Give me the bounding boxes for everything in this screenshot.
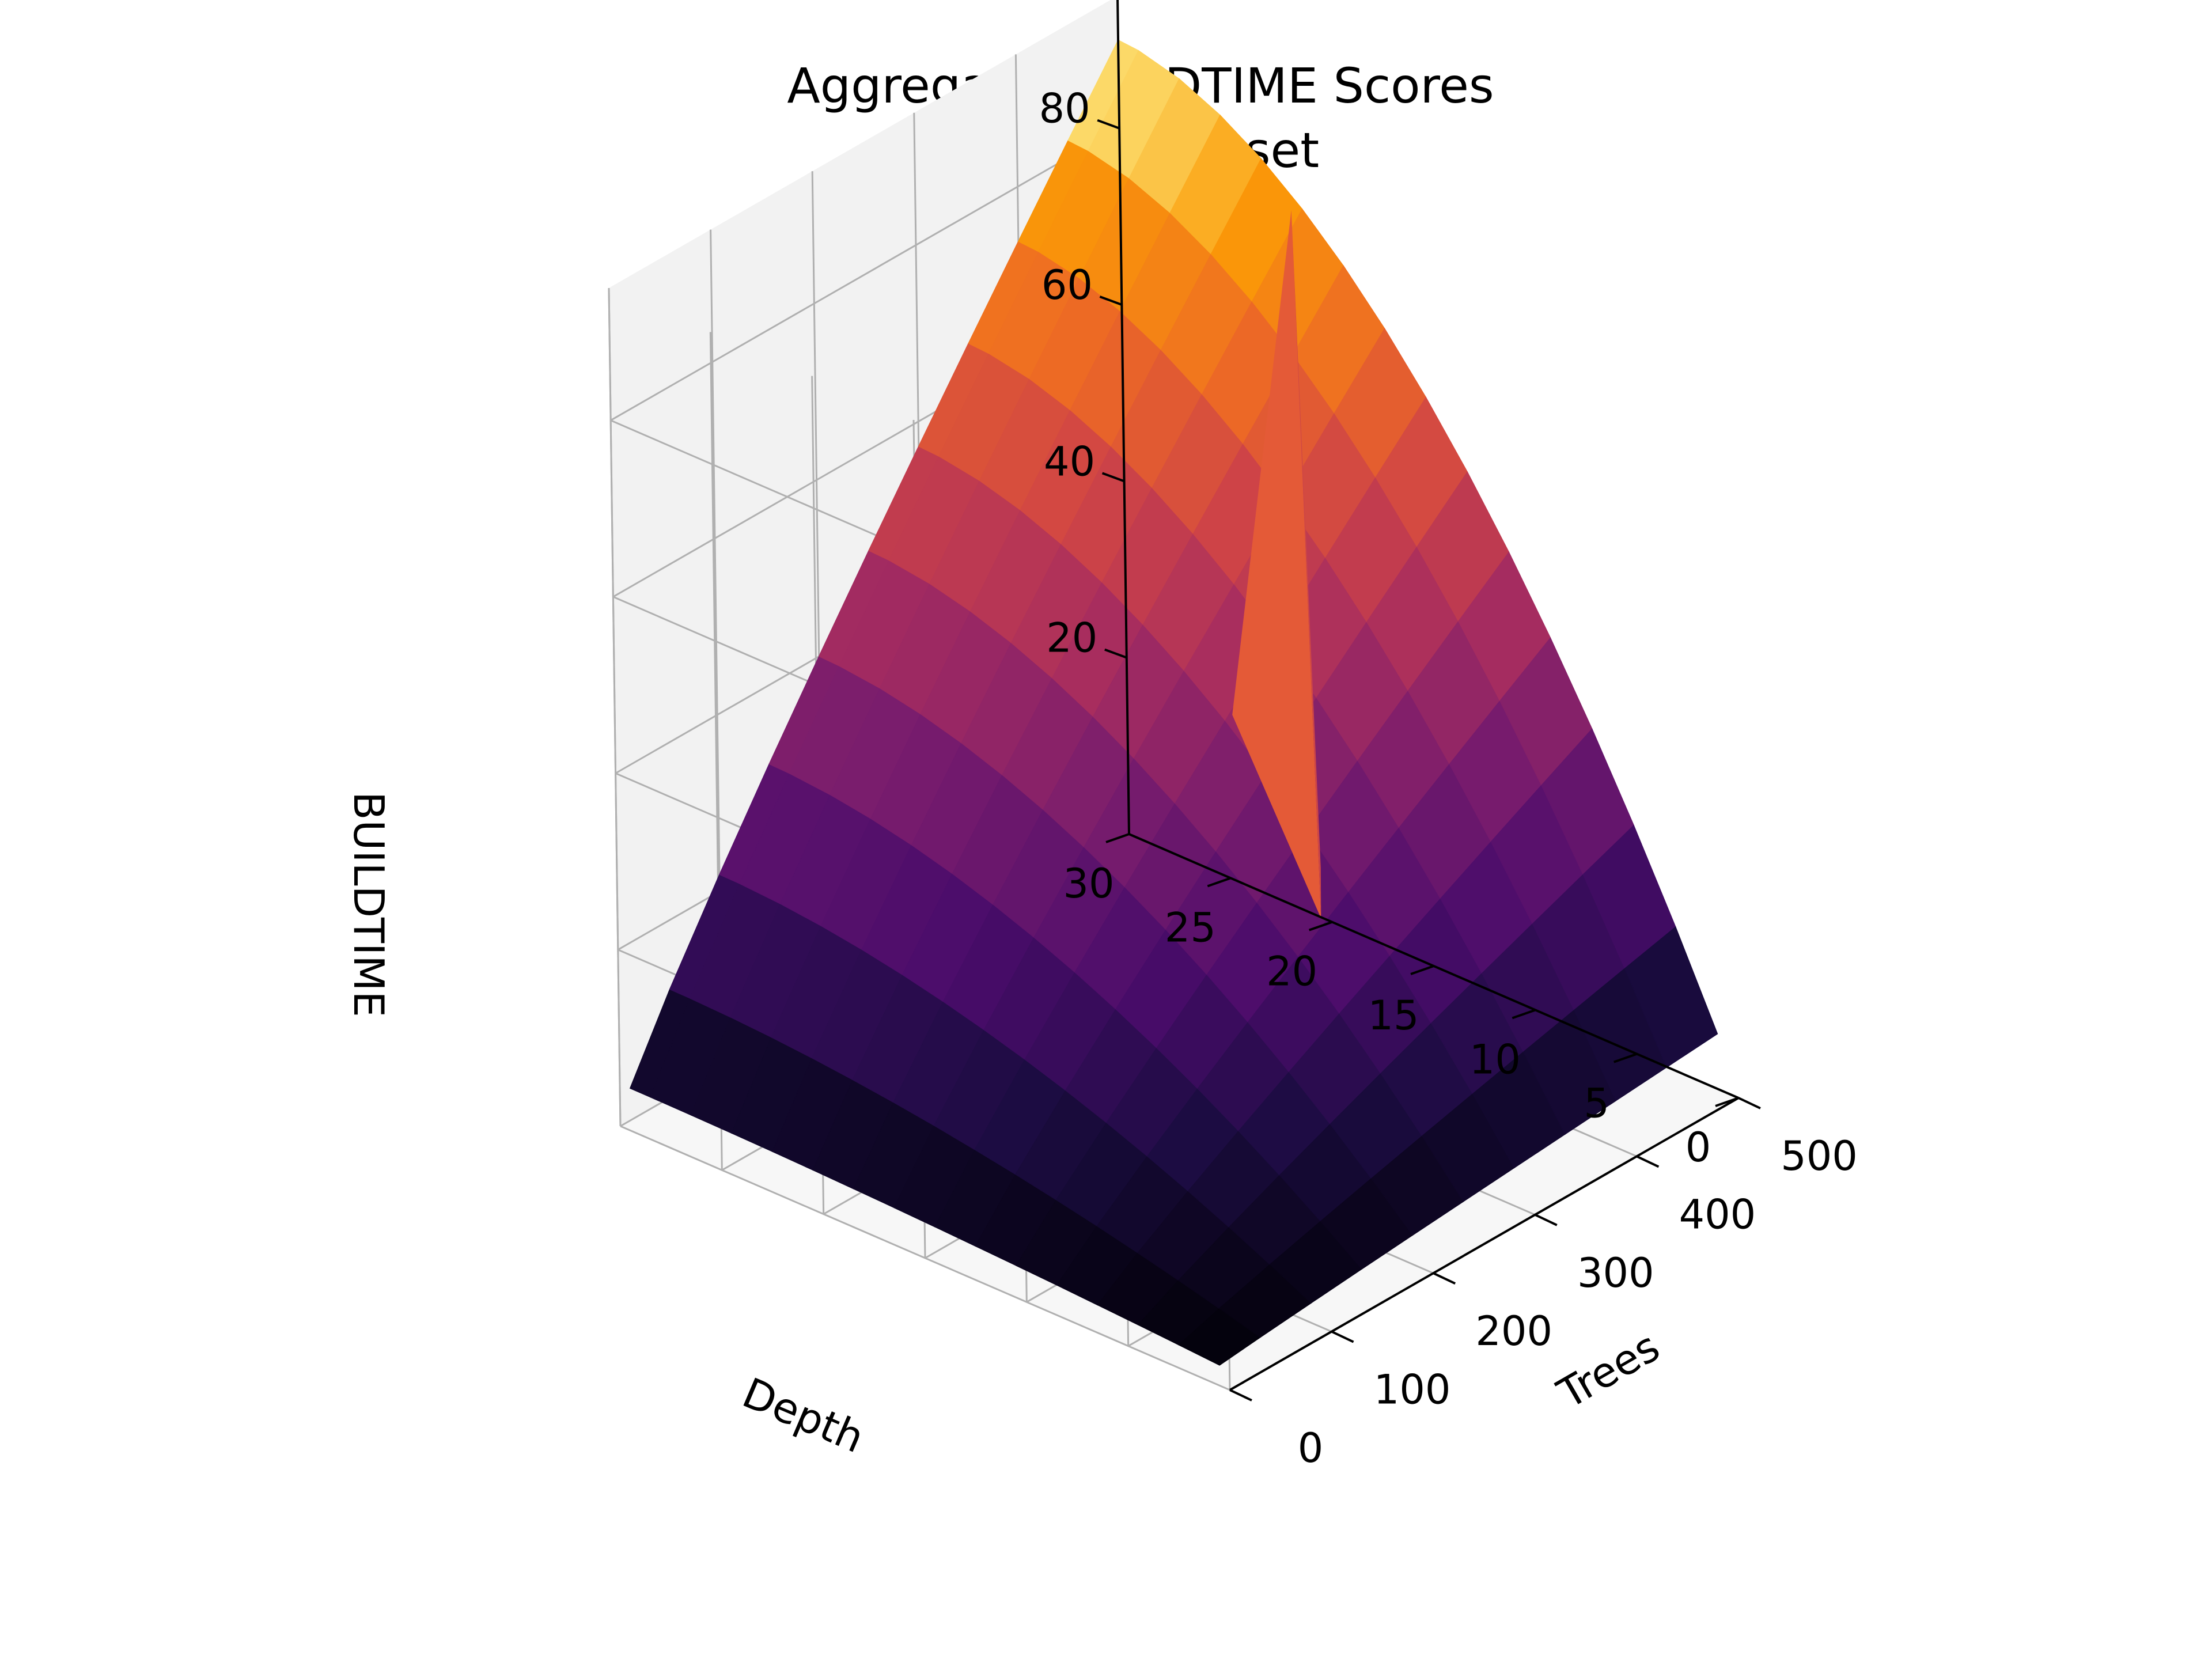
depth-tick-15 bbox=[1410, 965, 1434, 975]
trees-tick-100 bbox=[1331, 1330, 1354, 1343]
grid-z-treeswall-80 bbox=[610, 127, 1120, 422]
depth-tick-20 bbox=[1309, 921, 1333, 931]
trees-tick-300 bbox=[1534, 1213, 1558, 1226]
spike-face-left bbox=[1232, 210, 1321, 919]
trees-tick-label: 400 bbox=[1679, 1191, 1756, 1238]
trees-tick-label: 200 bbox=[1475, 1308, 1552, 1355]
trees-tick-label: 500 bbox=[1781, 1132, 1858, 1180]
x-axis-label: Depth bbox=[736, 1368, 871, 1462]
depth-tick-label: 25 bbox=[1165, 904, 1216, 951]
depth-tick-label: 15 bbox=[1368, 992, 1419, 1039]
z-axis-line bbox=[1116, 0, 1130, 835]
spike-face-right bbox=[1291, 210, 1321, 919]
depth-tick-10 bbox=[1512, 1009, 1536, 1020]
z-tick-label: 40 bbox=[1044, 438, 1095, 485]
depth-tick-label: 20 bbox=[1266, 948, 1317, 995]
z-tick-40 bbox=[1101, 472, 1125, 483]
trees-tick-0 bbox=[1229, 1389, 1252, 1402]
z-tick-20 bbox=[1104, 648, 1127, 659]
trees-tick-label: 0 bbox=[1298, 1425, 1324, 1472]
trees-tick-500 bbox=[1738, 1097, 1761, 1109]
z-tick-60 bbox=[1099, 296, 1123, 306]
trees-tick-400 bbox=[1636, 1155, 1660, 1168]
trees-axis-line bbox=[1229, 1097, 1739, 1391]
surface-patch bbox=[1624, 926, 1718, 1068]
depth-tick-5 bbox=[1613, 1052, 1638, 1063]
z-tick-80 bbox=[1097, 119, 1120, 130]
z-axis-label: BUILDTIME bbox=[344, 791, 393, 1017]
y-axis-label: Trees bbox=[1549, 1322, 1667, 1418]
surface bbox=[629, 39, 1718, 1366]
depth-tick-label: 5 bbox=[1584, 1080, 1609, 1127]
depth-tick-label: 30 bbox=[1063, 860, 1114, 907]
grid-trees-wall-0 bbox=[608, 287, 622, 1127]
z-tick-label: 80 bbox=[1039, 85, 1090, 132]
depth-tick-25 bbox=[1207, 877, 1231, 888]
depth-tick-30 bbox=[1105, 833, 1130, 843]
depth-tick-label: 0 bbox=[1685, 1124, 1711, 1171]
z-tick-label: 20 bbox=[1046, 615, 1097, 662]
trees-tick-label: 300 bbox=[1577, 1249, 1654, 1297]
grid-trees-floor-0 bbox=[620, 1125, 1230, 1391]
trees-tick-label: 100 bbox=[1374, 1366, 1451, 1414]
z-tick-label: 60 bbox=[1041, 262, 1093, 309]
depth-tick-label: 10 bbox=[1469, 1036, 1521, 1083]
trees-tick-200 bbox=[1433, 1272, 1456, 1285]
